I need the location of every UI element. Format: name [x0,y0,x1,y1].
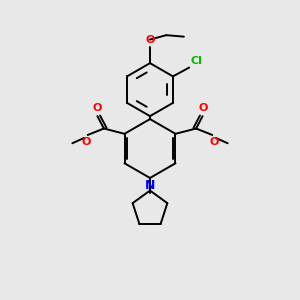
Text: O: O [82,137,91,147]
Text: Cl: Cl [190,56,202,66]
Text: O: O [145,35,155,46]
Text: O: O [209,137,218,147]
Text: O: O [92,103,101,113]
Text: O: O [199,103,208,113]
Text: N: N [145,178,155,192]
